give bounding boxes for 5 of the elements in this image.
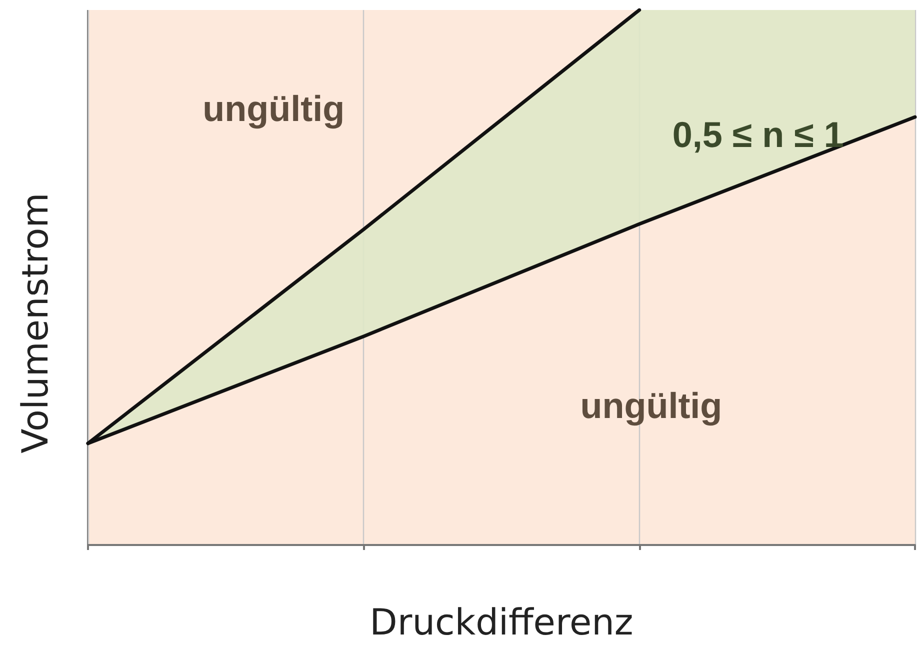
annotation: 0,5 ≤ n ≤ 1	[672, 114, 844, 155]
annotation: ungültig	[202, 88, 345, 129]
annotation: ungültig	[580, 385, 722, 426]
x-axis-title: Druckdifferenz	[370, 602, 634, 644]
y-axis-title: Volumenstrom	[16, 192, 56, 454]
